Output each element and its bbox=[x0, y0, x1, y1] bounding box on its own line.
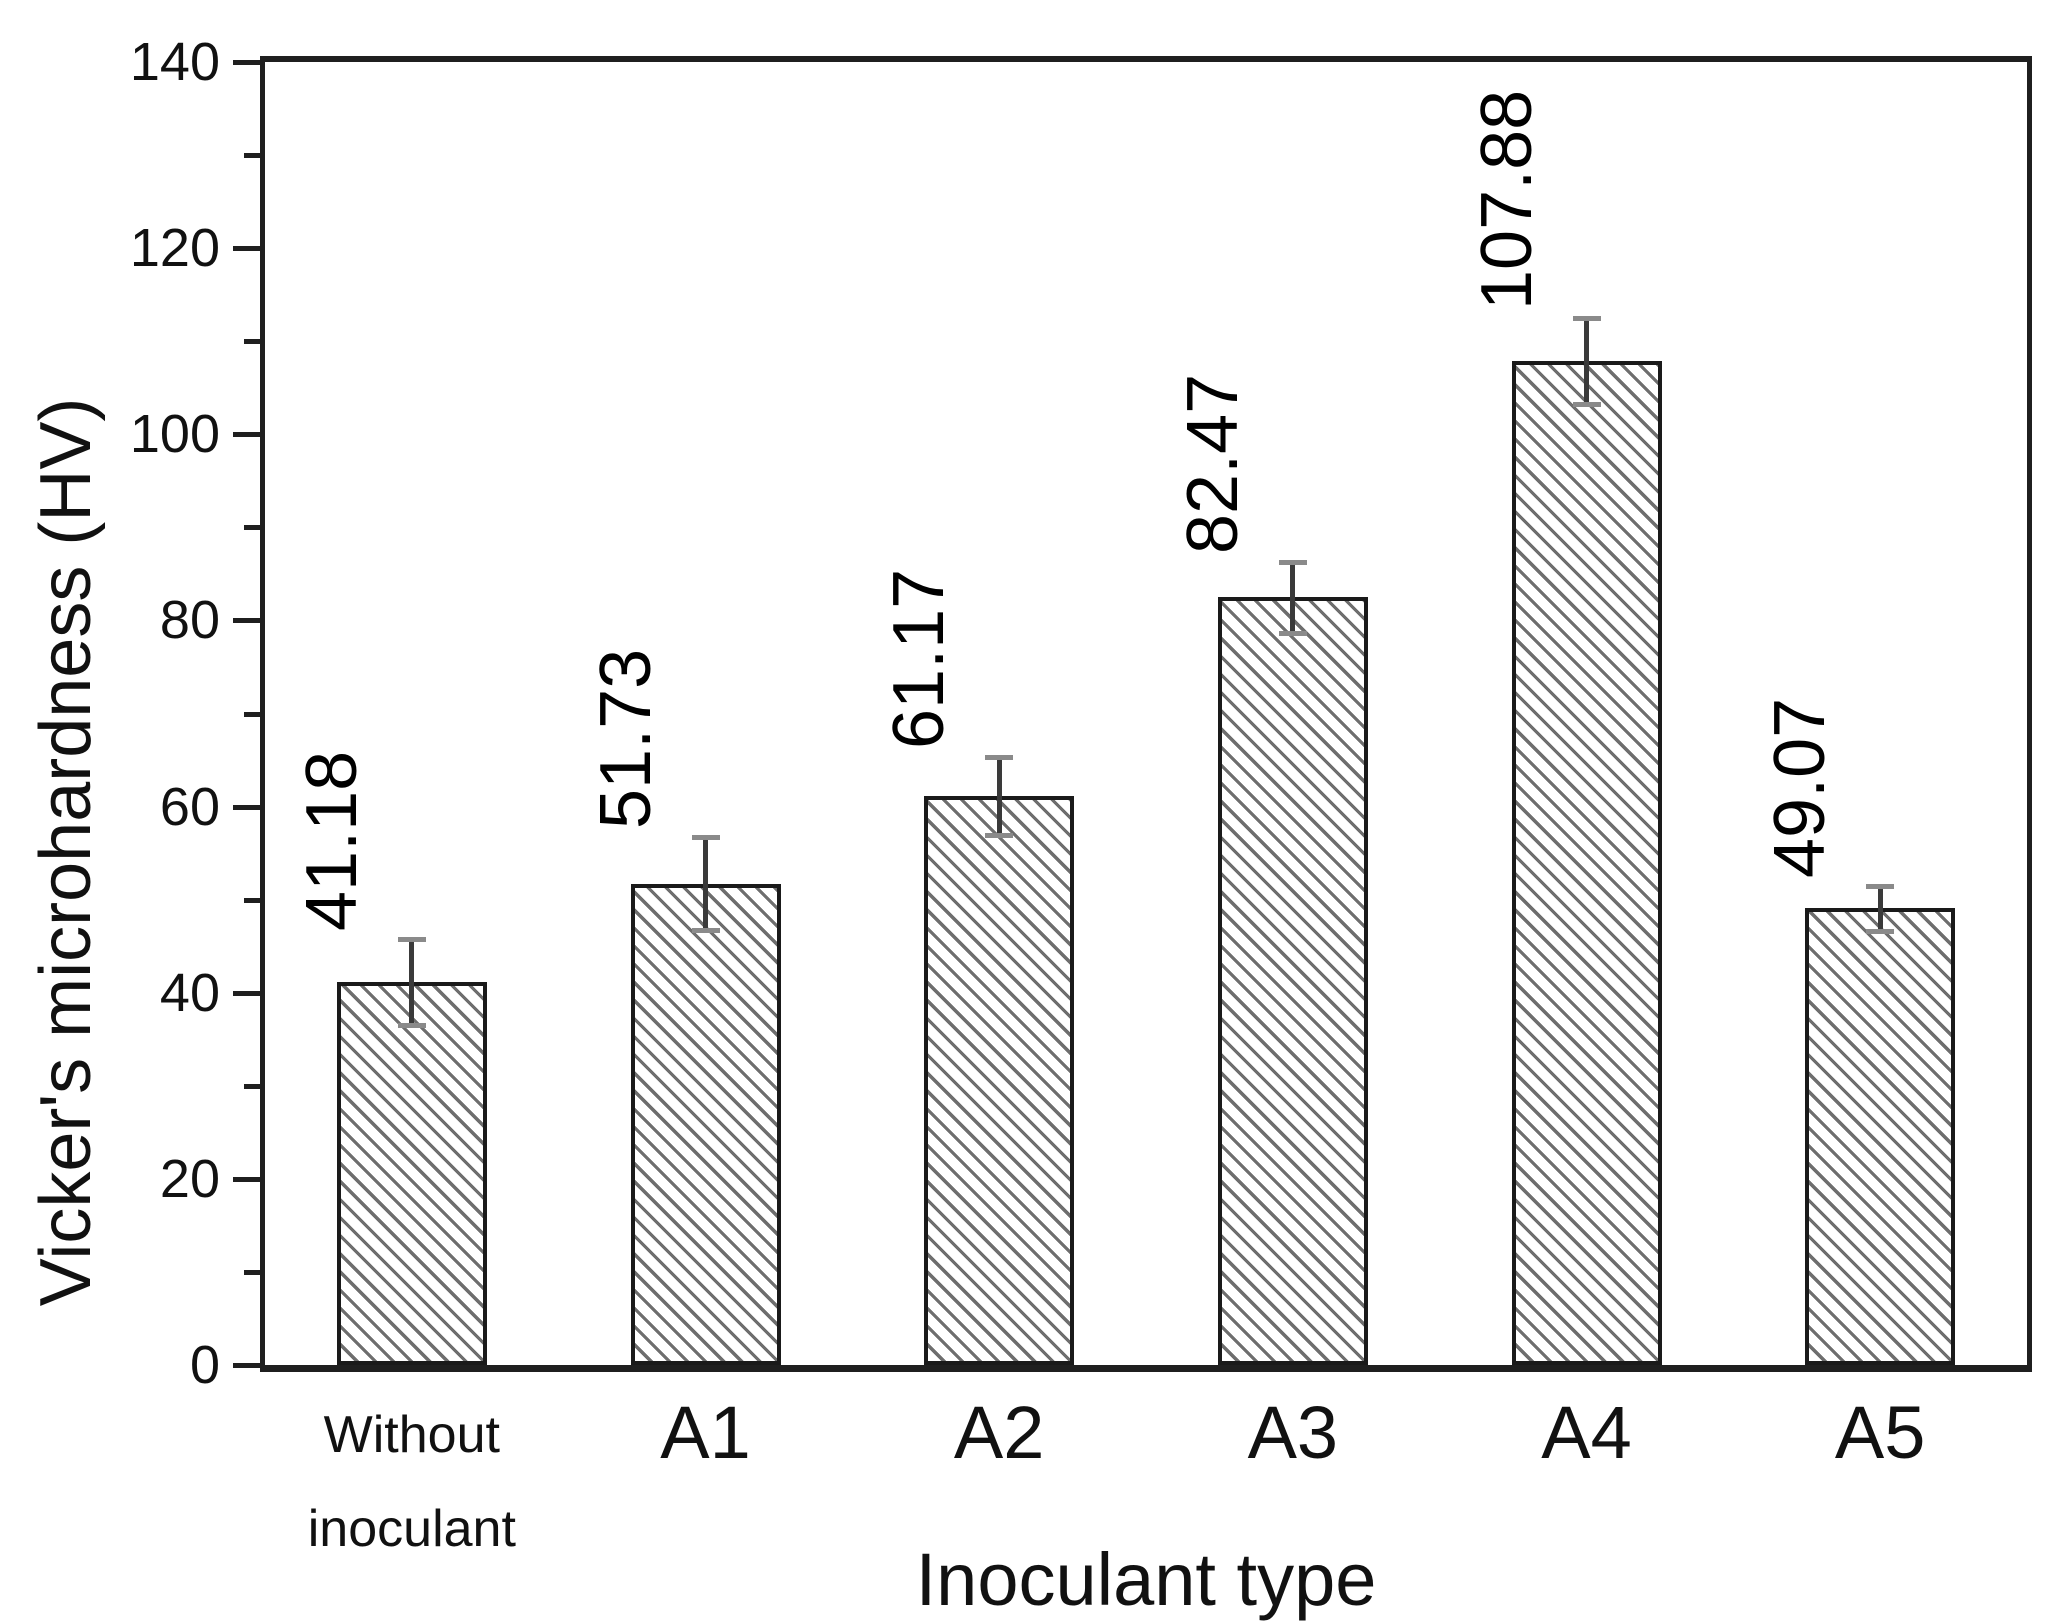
bar bbox=[1511, 360, 1662, 1365]
x-axis-category-label: Without inoculant bbox=[308, 1388, 516, 1576]
y-axis-major-tick bbox=[233, 432, 260, 438]
error-bar-bottom-cap bbox=[691, 928, 720, 934]
y-axis-tick-label: 60 bbox=[159, 776, 220, 837]
bar bbox=[630, 883, 781, 1365]
error-bar-bottom-cap bbox=[1278, 630, 1307, 636]
x-axis-category-label: A3 bbox=[1248, 1393, 1339, 1473]
y-axis-minor-tick bbox=[244, 339, 260, 345]
error-bar-top-cap bbox=[1278, 560, 1307, 566]
y-axis-tick-label: 40 bbox=[159, 962, 220, 1023]
x-axis-category-label-line: inoculant bbox=[307, 1500, 516, 1558]
bar bbox=[1217, 597, 1368, 1365]
error-bar-line bbox=[1877, 885, 1883, 931]
x-axis-category-label-line: Without bbox=[323, 1406, 500, 1464]
x-axis-category-label: A1 bbox=[660, 1393, 751, 1473]
y-axis-minor-tick bbox=[244, 153, 260, 159]
y-axis-minor-tick bbox=[244, 1083, 260, 1089]
y-axis-major-tick bbox=[233, 990, 260, 996]
error-bar-top-cap bbox=[985, 754, 1014, 760]
bar bbox=[924, 795, 1075, 1365]
x-axis-category-label-line: A1 bbox=[660, 1391, 751, 1474]
error-bar-top-cap bbox=[691, 835, 720, 840]
error-bar-bottom-cap bbox=[397, 1022, 426, 1028]
error-bar-bottom-cap bbox=[1866, 928, 1895, 934]
error-bar-line bbox=[1584, 318, 1589, 404]
bar-value-label: 82.47 bbox=[1172, 373, 1253, 555]
y-axis-tick-label: 20 bbox=[159, 1148, 220, 1209]
y-axis-major-tick bbox=[233, 246, 260, 252]
x-axis-category-label-line: A3 bbox=[1247, 1391, 1339, 1474]
plot-frame: Inoculant type 0 20 40 60 80 100 120 140 41.18 Wi… bbox=[130, 32, 2032, 1620]
y-axis-minor-tick bbox=[244, 525, 260, 531]
y-axis-major-tick bbox=[233, 1176, 260, 1182]
x-axis-category-label-line: A2 bbox=[953, 1391, 1045, 1474]
bar bbox=[1805, 908, 1956, 1365]
y-axis-tick-label: 0 bbox=[189, 1335, 220, 1395]
error-bar-top-cap bbox=[1572, 316, 1601, 322]
y-axis-major-tick bbox=[233, 1363, 260, 1368]
y-axis-tick-label: 120 bbox=[129, 218, 220, 279]
y-axis-major-tick bbox=[233, 60, 260, 65]
y-axis-tick-label: 80 bbox=[159, 590, 220, 651]
bar bbox=[336, 981, 487, 1365]
error-bar-line bbox=[703, 837, 708, 931]
y-axis-minor-tick bbox=[244, 1269, 260, 1275]
error-bar-top-cap bbox=[1866, 883, 1895, 889]
y-axis-tick-label: 100 bbox=[129, 404, 220, 465]
bar-value-label: 51.73 bbox=[585, 648, 666, 829]
bar-value-label: 41.18 bbox=[291, 750, 372, 931]
error-bar-line bbox=[996, 756, 1002, 835]
y-axis-major-tick bbox=[233, 618, 260, 624]
error-bar-line bbox=[1290, 562, 1296, 633]
x-axis-title: Inoculant type bbox=[915, 1538, 1377, 1621]
y-axis-minor-tick bbox=[244, 711, 260, 717]
y-axis-minor-tick bbox=[244, 897, 260, 903]
bar-value-label: 49.07 bbox=[1760, 697, 1841, 878]
y-axis-major-tick bbox=[233, 804, 260, 810]
x-axis-category-label-line: A4 bbox=[1541, 1391, 1632, 1474]
error-bar-top-cap bbox=[397, 936, 426, 942]
error-bar-bottom-cap bbox=[985, 832, 1014, 838]
error-bar-bottom-cap bbox=[1572, 401, 1601, 407]
y-axis-tick-label: 140 bbox=[129, 32, 220, 92]
error-bar-line bbox=[409, 938, 415, 1025]
bar-value-label: 61.17 bbox=[879, 568, 960, 749]
x-axis-category-label: A5 bbox=[1835, 1393, 1926, 1473]
x-axis-category-label: A2 bbox=[954, 1393, 1045, 1473]
x-axis-category-label: A4 bbox=[1541, 1393, 1632, 1473]
x-axis-category-label-line: A5 bbox=[1834, 1391, 1926, 1474]
bar-value-label: 107.88 bbox=[1466, 89, 1547, 311]
